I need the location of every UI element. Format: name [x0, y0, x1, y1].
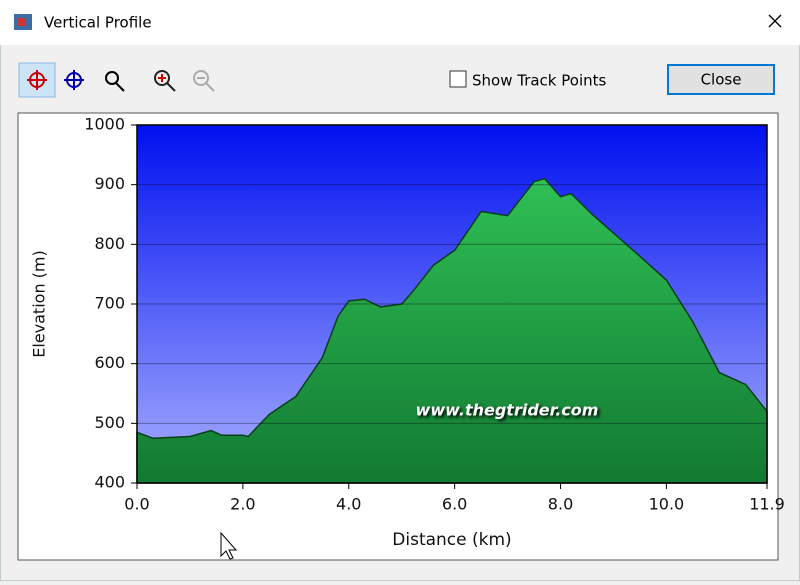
app-icon [14, 14, 32, 30]
x-tick-label: 10.0 [649, 495, 685, 514]
checkbox[interactable] [449, 70, 467, 88]
y-tick-label: 500 [94, 413, 125, 432]
y-tick-label: 700 [94, 294, 125, 313]
y-tick-label: 400 [94, 473, 125, 492]
elevation-area [136, 177, 768, 484]
x-tick-label: 8.0 [548, 495, 573, 514]
x-tick-label: 2.0 [230, 495, 255, 514]
x-tick-label: 6.0 [442, 495, 467, 514]
tool-zoom-box[interactable] [105, 71, 125, 92]
x-tick-label: 4.0 [336, 495, 361, 514]
x-tick-label: 11.9 [749, 495, 785, 514]
close-button[interactable] [667, 64, 775, 95]
y-tick-label: 600 [94, 353, 125, 372]
window-title: Vertical Profile [44, 14, 152, 32]
chart: 400 500 600 700 800 900 1000 0.0 2.0 4.0 6.0 8.0 10.… [30, 115, 785, 551]
y-axis-label: Elevation (m) [30, 250, 49, 357]
tool-zoom-out[interactable] [193, 70, 215, 92]
mouse-cursor [220, 531, 238, 560]
watermark: www.thegtrider.com [416, 401, 599, 420]
close-button-label[interactable]: Close [701, 71, 742, 89]
y-tick-label: 900 [94, 174, 125, 193]
tool-zoom-in[interactable] [154, 70, 176, 92]
x-tick-label: 0.0 [124, 495, 149, 514]
y-tick-label: 800 [94, 234, 125, 253]
checkbox-label[interactable]: Show Track Points [472, 72, 607, 90]
x-axis-label: Distance (km) [392, 530, 511, 550]
tool-crosshair[interactable] [64, 70, 84, 90]
title-bar [0, 0, 800, 45]
y-tick-label: 1000 [84, 115, 125, 134]
plot-frame [136, 124, 768, 484]
close-x[interactable] [768, 14, 782, 28]
toolbar [18, 62, 215, 98]
